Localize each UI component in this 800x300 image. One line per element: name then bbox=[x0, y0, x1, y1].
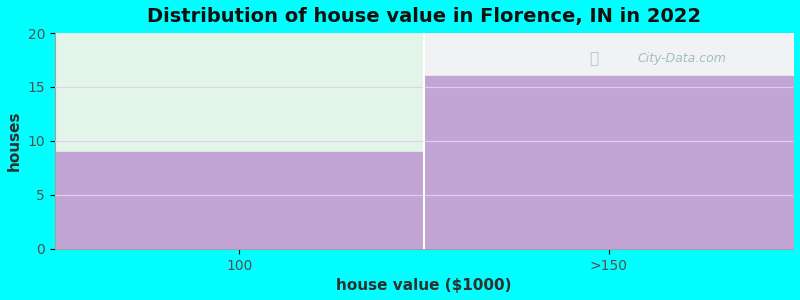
Text: City-Data.com: City-Data.com bbox=[638, 52, 726, 65]
Y-axis label: houses: houses bbox=[7, 111, 22, 171]
Title: Distribution of house value in Florence, IN in 2022: Distribution of house value in Florence,… bbox=[147, 7, 701, 26]
Text: ⦾: ⦾ bbox=[589, 51, 598, 66]
X-axis label: house value ($1000): house value ($1000) bbox=[336, 278, 512, 293]
